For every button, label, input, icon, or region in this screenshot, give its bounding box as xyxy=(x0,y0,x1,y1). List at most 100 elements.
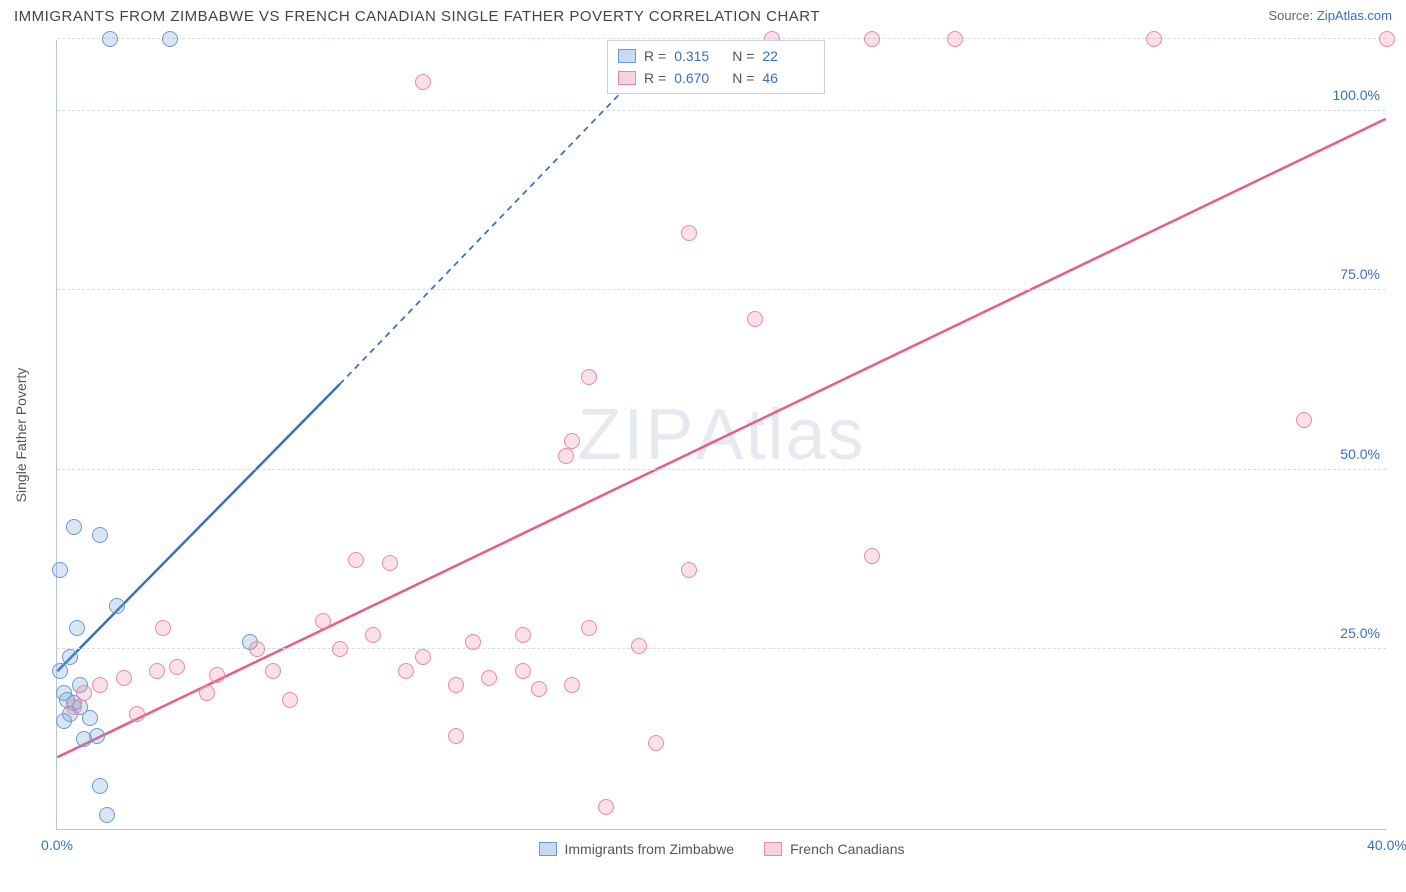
point-zimbabwe xyxy=(162,31,178,47)
point-french-canadian xyxy=(864,31,880,47)
point-french-canadian xyxy=(747,311,763,327)
point-french-canadian xyxy=(116,670,132,686)
point-french-canadian xyxy=(947,31,963,47)
legend-swatch xyxy=(764,842,782,856)
legend-r-value: 0.315 xyxy=(674,45,724,67)
point-zimbabwe xyxy=(92,527,108,543)
point-french-canadian xyxy=(558,448,574,464)
y-tick-label: 25.0% xyxy=(1340,625,1380,641)
point-french-canadian xyxy=(1296,412,1312,428)
point-french-canadian xyxy=(348,552,364,568)
point-zimbabwe xyxy=(109,598,125,614)
stats-legend: R = 0.315 N = 22 R = 0.670 N = 46 xyxy=(607,40,825,94)
source-link[interactable]: ZipAtlas.com xyxy=(1317,8,1392,23)
point-french-canadian xyxy=(249,641,265,657)
point-zimbabwe xyxy=(52,562,68,578)
stats-legend-row: R = 0.670 N = 46 xyxy=(618,67,812,89)
source-attribution: Source: ZipAtlas.com xyxy=(1268,8,1392,23)
point-french-canadian xyxy=(315,613,331,629)
point-french-canadian xyxy=(465,634,481,650)
point-zimbabwe xyxy=(52,663,68,679)
chart-header: IMMIGRANTS FROM ZIMBABWE VS FRENCH CANAD… xyxy=(0,0,1406,36)
point-french-canadian xyxy=(129,706,145,722)
legend-r-label: R = xyxy=(644,45,666,67)
point-french-canadian xyxy=(515,663,531,679)
point-french-canadian xyxy=(282,692,298,708)
legend-n-value: 46 xyxy=(762,67,812,89)
point-zimbabwe xyxy=(66,519,82,535)
point-french-canadian xyxy=(209,667,225,683)
legend-swatch xyxy=(539,842,557,856)
x-tick-label: 0.0% xyxy=(41,837,73,853)
legend-n-label: N = xyxy=(732,67,754,89)
point-french-canadian xyxy=(365,627,381,643)
gridline xyxy=(57,110,1386,111)
point-french-canadian xyxy=(1379,31,1395,47)
series-legend-label: Immigrants from Zimbabwe xyxy=(565,841,735,857)
legend-r-label: R = xyxy=(644,67,666,89)
gridline xyxy=(57,38,1386,39)
point-french-canadian xyxy=(1146,31,1162,47)
point-french-canadian xyxy=(66,699,82,715)
point-french-canadian xyxy=(481,670,497,686)
point-french-canadian xyxy=(448,677,464,693)
point-zimbabwe xyxy=(92,778,108,794)
point-french-canadian xyxy=(382,555,398,571)
gridline xyxy=(57,289,1386,290)
series-legend-item: Immigrants from Zimbabwe xyxy=(539,841,735,857)
series-legend: Immigrants from Zimbabwe French Canadians xyxy=(539,841,905,857)
stats-legend-row: R = 0.315 N = 22 xyxy=(618,45,812,67)
legend-swatch xyxy=(618,49,636,63)
point-french-canadian xyxy=(598,799,614,815)
point-french-canadian xyxy=(92,677,108,693)
watermark-left: ZIP xyxy=(577,395,695,475)
legend-swatch xyxy=(618,71,636,85)
trend-lines-svg xyxy=(57,40,1386,829)
point-french-canadian xyxy=(631,638,647,654)
series-legend-label: French Canadians xyxy=(790,841,904,857)
point-french-canadian xyxy=(415,649,431,665)
point-french-canadian xyxy=(155,620,171,636)
point-french-canadian xyxy=(581,369,597,385)
point-french-canadian xyxy=(864,548,880,564)
y-tick-label: 50.0% xyxy=(1340,446,1380,462)
series-legend-item: French Canadians xyxy=(764,841,904,857)
y-axis-label: Single Father Poverty xyxy=(13,367,29,502)
y-tick-label: 75.0% xyxy=(1340,266,1380,282)
chart-title: IMMIGRANTS FROM ZIMBABWE VS FRENCH CANAD… xyxy=(14,8,820,25)
point-french-canadian xyxy=(149,663,165,679)
legend-n-value: 22 xyxy=(762,45,812,67)
point-french-canadian xyxy=(581,620,597,636)
watermark: ZIPAtlas xyxy=(577,394,865,476)
point-french-canadian xyxy=(681,562,697,578)
x-tick-label: 40.0% xyxy=(1367,837,1406,853)
point-french-canadian xyxy=(199,685,215,701)
point-french-canadian xyxy=(169,659,185,675)
plot-area: Single Father Poverty ZIPAtlas 25.0%50.0… xyxy=(56,40,1386,830)
point-french-canadian xyxy=(265,663,281,679)
point-french-canadian xyxy=(531,681,547,697)
point-french-canadian xyxy=(415,74,431,90)
watermark-right: Atlas xyxy=(695,395,865,475)
legend-r-value: 0.670 xyxy=(674,67,724,89)
plot-wrap: Single Father Poverty ZIPAtlas 25.0%50.0… xyxy=(56,40,1386,830)
point-french-canadian xyxy=(398,663,414,679)
point-zimbabwe xyxy=(102,31,118,47)
point-zimbabwe xyxy=(82,710,98,726)
gridline xyxy=(57,469,1386,470)
point-zimbabwe xyxy=(56,713,72,729)
point-french-canadian xyxy=(515,627,531,643)
source-prefix: Source: xyxy=(1268,8,1316,23)
point-zimbabwe xyxy=(99,807,115,823)
legend-n-label: N = xyxy=(732,45,754,67)
point-french-canadian xyxy=(448,728,464,744)
point-zimbabwe xyxy=(76,731,92,747)
point-zimbabwe xyxy=(62,649,78,665)
point-french-canadian xyxy=(564,677,580,693)
point-zimbabwe xyxy=(69,620,85,636)
point-french-canadian xyxy=(648,735,664,751)
y-tick-label: 100.0% xyxy=(1333,87,1380,103)
point-french-canadian xyxy=(332,641,348,657)
point-french-canadian xyxy=(76,685,92,701)
point-french-canadian xyxy=(681,225,697,241)
